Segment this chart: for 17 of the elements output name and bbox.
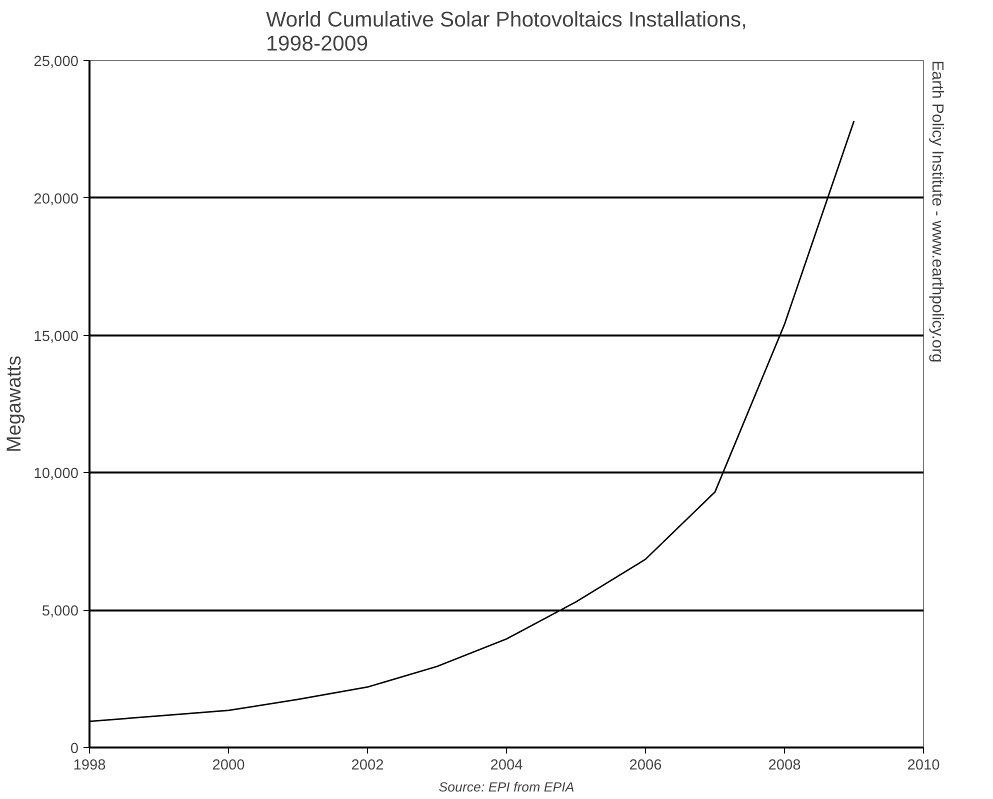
y-tick-label: 0 (70, 741, 79, 757)
y-tick-label: 25,000 (34, 54, 78, 70)
x-tick-label: 2006 (629, 758, 662, 774)
text: Earth Policy Institute - www.earthpolicy.org (928, 60, 946, 363)
x-tick-label: 2004 (490, 758, 523, 774)
y-tick-label: 20,000 (34, 191, 78, 208)
x-tick-label: 2002 (351, 758, 384, 774)
y-tick-label: 10,000 (34, 466, 78, 482)
x-tick-label: 2008 (768, 758, 801, 774)
chart-title: World Cumulative Solar Photovoltaics Installations, 1998-2009 (266, 8, 747, 56)
source-note: Source: EPI from EPIA (438, 780, 574, 794)
y-tick-label: 5,000 (42, 604, 79, 620)
x-tick-label: 2000 (212, 758, 245, 774)
x-tick-label: 2010 (907, 758, 940, 774)
y-axis-title: Megawatts (4, 356, 26, 452)
x-tick-label: 1998 (73, 758, 106, 774)
y-tick-label: 15,000 (34, 328, 78, 345)
